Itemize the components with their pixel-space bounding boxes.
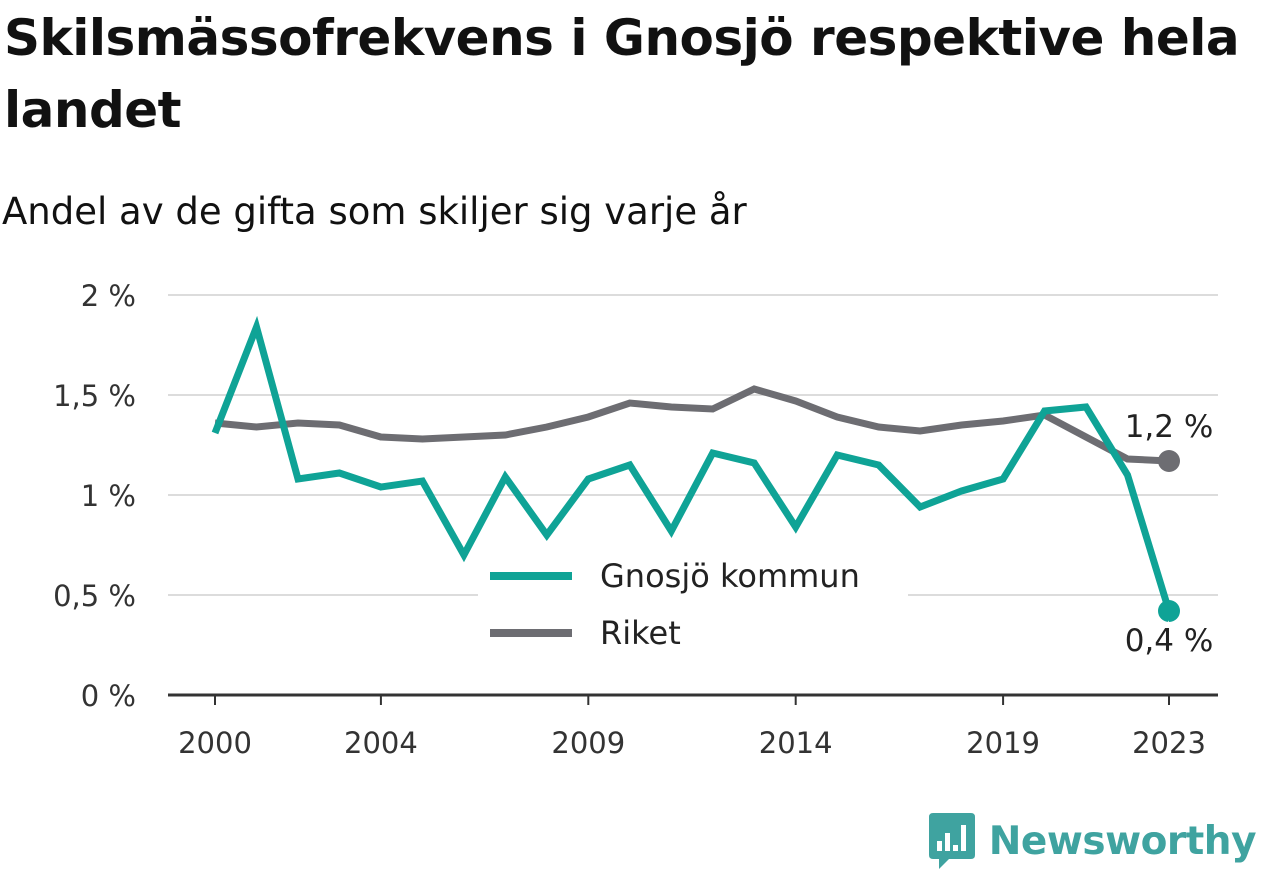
x-tick-label: 2004: [344, 726, 418, 760]
legend: Gnosjö kommun Riket: [478, 548, 908, 666]
x-tick-label: 2019: [966, 726, 1040, 760]
y-tick-label: 1,5 %: [53, 379, 136, 413]
chart-subtitle: Andel av de gifta som skiljer sig varje …: [2, 190, 747, 233]
end-points: 0,4 % 1,2 %: [1122, 406, 1217, 662]
x-tick-label: 2009: [551, 726, 625, 760]
x-tick-label: 2023: [1132, 726, 1206, 760]
end-point: [1158, 600, 1180, 622]
series-line: [211, 315, 1173, 613]
chart-title: Skilsmässofrekvens i Gnosjö respektive h…: [4, 9, 1240, 139]
end-value-label: 0,4 %: [1125, 623, 1214, 659]
end-value-label: 1,2 %: [1125, 409, 1214, 445]
y-tick-label: 0 %: [81, 679, 136, 713]
series-lines: [211, 315, 1173, 613]
series-line: [214, 385, 1170, 465]
x-axis: 2000 2004 2009 2014 2019 2023: [168, 693, 1218, 760]
y-tick-label: 1 %: [81, 479, 136, 513]
newsworthy-logo-icon: [928, 813, 975, 869]
brand-logo: Newsworthy: [927, 811, 1257, 871]
y-axis-ticks: 0 % 0,5 % 1 % 1,5 % 2 %: [53, 279, 136, 713]
end-point: [1158, 450, 1180, 472]
x-tick-label: 2014: [759, 726, 833, 760]
y-tick-label: 2 %: [81, 279, 136, 313]
legend-label: Riket: [600, 614, 681, 652]
x-tick-label: 2000: [178, 726, 252, 760]
legend-background: [478, 548, 908, 666]
gridlines: [168, 294, 1218, 596]
y-tick-label: 0,5 %: [53, 579, 136, 613]
legend-label: Gnosjö kommun: [600, 557, 860, 595]
brand-name: Newsworthy: [988, 818, 1257, 864]
